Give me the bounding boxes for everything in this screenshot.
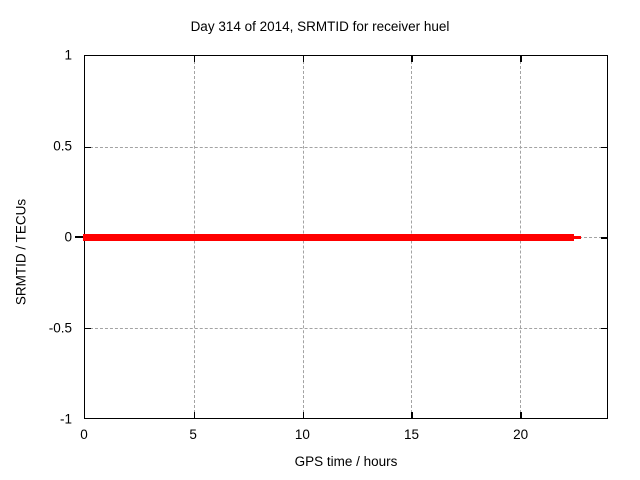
y-tick-label: 0.5	[53, 138, 72, 154]
series-srmtid-line	[83, 233, 575, 241]
y-tick-mark-left	[85, 327, 91, 329]
x-tick-label: 15	[403, 427, 420, 442]
series-srmtid-line-tip	[574, 235, 581, 239]
x-tick-mark-bottom	[302, 412, 304, 418]
y-tick-label: 1	[64, 47, 72, 63]
x-tick-mark-top	[193, 56, 196, 62]
x-tick-mark-top	[302, 56, 304, 62]
y-gridline	[85, 146, 607, 148]
y-gridline	[85, 327, 607, 329]
y-zero-tick-outside	[75, 236, 85, 238]
x-tick-label: 20	[513, 427, 529, 442]
x-tick-mark-bottom	[193, 412, 196, 418]
x-tick-mark-bottom	[411, 412, 413, 418]
y-tick-label: -0.5	[48, 320, 72, 336]
y-tick-mark-right	[601, 237, 607, 239]
y-axis-label: SRMTID / TECUs	[13, 198, 29, 306]
y-tick-label: -1	[59, 411, 72, 427]
chart-title: Day 314 of 2014, SRMTID for receiver hue…	[190, 19, 450, 34]
x-axis-label: GPS time / hours	[294, 454, 398, 469]
y-tick-mark-right	[601, 146, 607, 148]
x-tick-mark-top	[520, 56, 522, 62]
y-tick-label: 0	[64, 229, 72, 245]
plot-area	[75, 55, 608, 419]
x-tick-label: 0	[80, 427, 88, 442]
y-tick-mark-left	[85, 146, 91, 148]
x-tick-label: 10	[294, 427, 310, 442]
x-tick-label: 5	[189, 427, 197, 442]
x-tick-mark-bottom	[520, 412, 522, 418]
x-tick-mark-top	[411, 56, 413, 62]
y-tick-mark-right	[601, 327, 607, 329]
